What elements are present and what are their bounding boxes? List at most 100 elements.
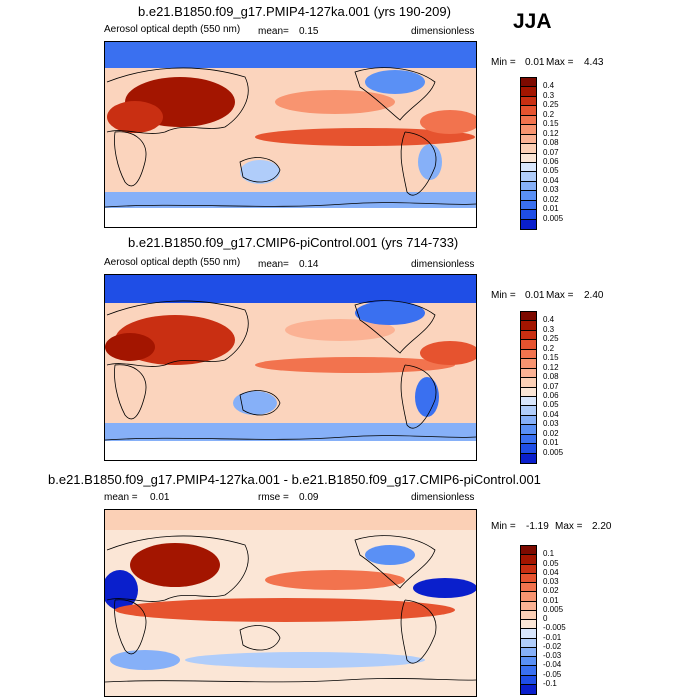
panel-1-colorbar: [520, 77, 537, 230]
southern-negative: [185, 652, 425, 668]
amazon-low: [415, 377, 439, 417]
colorbar-level-label: 0.01: [543, 204, 559, 214]
colorbar-swatch: [521, 96, 536, 107]
coastline-australia: [239, 625, 281, 651]
colorbar-level-label: 0.005: [543, 604, 564, 614]
sahara-negative-anomaly: [105, 570, 138, 610]
colorbar-swatch: [521, 125, 536, 135]
panel-3-colorbar: [520, 545, 537, 695]
tropical-pacific-band: [255, 128, 475, 146]
sahara-plume: [107, 101, 163, 133]
colorbar-level-label: 0.06: [543, 390, 559, 400]
coastline-eurasia: [106, 67, 249, 134]
coastline-eurasia: [106, 535, 249, 602]
colorbar-level-label: 0.4: [543, 81, 555, 91]
north-pacific-band: [285, 319, 395, 341]
colorbar-swatch: [521, 620, 536, 630]
colorbar-swatch: [521, 134, 536, 145]
north-america-low: [355, 301, 425, 325]
panel-1-min-label: Min =: [491, 57, 516, 68]
coastline-north-america: [354, 300, 436, 354]
panel-2-mean-value: 0.14: [299, 259, 319, 270]
tropical-pacific-band: [255, 357, 455, 373]
colorbar-swatch: [521, 684, 536, 694]
colorbar-level-label: 0.03: [543, 419, 559, 429]
coastline-south-america: [400, 364, 437, 429]
colorbar-level-label: 0: [543, 614, 548, 623]
colorbar-swatch: [521, 321, 536, 331]
colorbar-swatch: [521, 359, 536, 369]
asia-positive-anomaly: [130, 543, 220, 587]
colorbar-swatch: [521, 601, 536, 611]
coastline-antarctica: [105, 202, 476, 208]
colorbar-level-label: 0.07: [543, 381, 559, 391]
colorbar-level-label: 0.2: [543, 109, 555, 119]
colorbar-swatch: [521, 647, 536, 657]
colorbar-level-label: 0.03: [543, 185, 559, 195]
colorbar-level-label: 0.25: [543, 334, 559, 344]
coastline-africa: [114, 599, 147, 655]
colorbar-swatch: [521, 162, 536, 173]
coastline-australia: [239, 157, 281, 183]
colorbar-swatch: [521, 666, 536, 676]
south-atlantic-negative: [110, 650, 180, 670]
colorbar-level-label: 0.12: [543, 362, 559, 372]
colorbar-swatch: [521, 191, 536, 201]
coastline-africa: [114, 131, 147, 187]
antarctica: [105, 208, 476, 227]
northern-high-lat-band: [105, 510, 476, 530]
colorbar-swatch: [521, 87, 536, 97]
colorbar-swatch: [521, 657, 536, 667]
colorbar-level-label: 0.06: [543, 156, 559, 166]
colorbar-swatch: [521, 312, 536, 322]
colorbar-swatch: [521, 675, 536, 685]
panel-1-min-value: 0.01: [525, 57, 545, 68]
panel-3-mean-label: mean =: [104, 492, 138, 503]
colorbar-swatch: [521, 610, 536, 620]
panel-1-max-value: 4.43: [584, 57, 604, 68]
colorbar-swatch: [521, 629, 536, 639]
atlantic-negative-anomaly: [413, 578, 476, 598]
panel-3-rmse-value: 0.09: [299, 492, 319, 503]
colorbar-swatch: [521, 555, 536, 565]
coastline-africa: [114, 364, 147, 420]
colorbar-swatch: [521, 200, 536, 211]
colorbar-level-label: -0.01: [543, 632, 562, 642]
colorbar-swatch: [521, 638, 536, 648]
panel-2-min-label: Min =: [491, 290, 516, 301]
panel-2-max-label: Max =: [546, 290, 574, 301]
colorbar-level-label: 0.12: [543, 128, 559, 138]
panel-3-min-value: -1.19: [526, 521, 549, 532]
season-label: JJA: [513, 10, 552, 33]
panel-3-rmse-label: rmse =: [258, 492, 289, 503]
panel-2-map: [104, 274, 477, 461]
north-america-low: [365, 70, 425, 94]
tropical-band-positive: [115, 598, 455, 622]
colorbar-swatch: [521, 592, 536, 602]
panel-1-title: b.e21.B1850.f09_g17.PMIP4-127ka.001 (yrs…: [138, 4, 451, 19]
australia-low: [240, 160, 280, 184]
panel-3-min-label: Min =: [491, 521, 516, 532]
amazon-low: [418, 144, 442, 180]
australia-low: [233, 391, 277, 415]
colorbar-level-label: 0.1: [543, 549, 555, 559]
colorbar-swatch: [521, 378, 536, 388]
colorbar-swatch: [521, 106, 536, 116]
coastline-eurasia: [106, 300, 249, 367]
panel-3-max-value: 2.20: [592, 521, 612, 532]
panel-1-units: dimensionless: [411, 26, 475, 37]
atlantic-band: [420, 341, 476, 365]
colorbar-level-label: -0.005: [543, 623, 566, 633]
colorbar-swatch: [521, 349, 536, 360]
panel-2-max-value: 2.40: [584, 290, 604, 301]
northern-high-lat-band: [105, 275, 476, 303]
panel-3-max-label: Max =: [555, 521, 583, 532]
colorbar-level-label: 0.01: [543, 438, 559, 448]
colorbar-swatch: [521, 144, 536, 154]
colorbar-level-label: 0.08: [543, 138, 559, 148]
colorbar-swatch: [521, 583, 536, 593]
colorbar-level-label: -0.04: [543, 660, 562, 670]
colorbar-swatch: [521, 78, 536, 88]
colorbar-level-label: 0.4: [543, 315, 555, 325]
colorbar-level-label: 0.005: [543, 447, 564, 457]
